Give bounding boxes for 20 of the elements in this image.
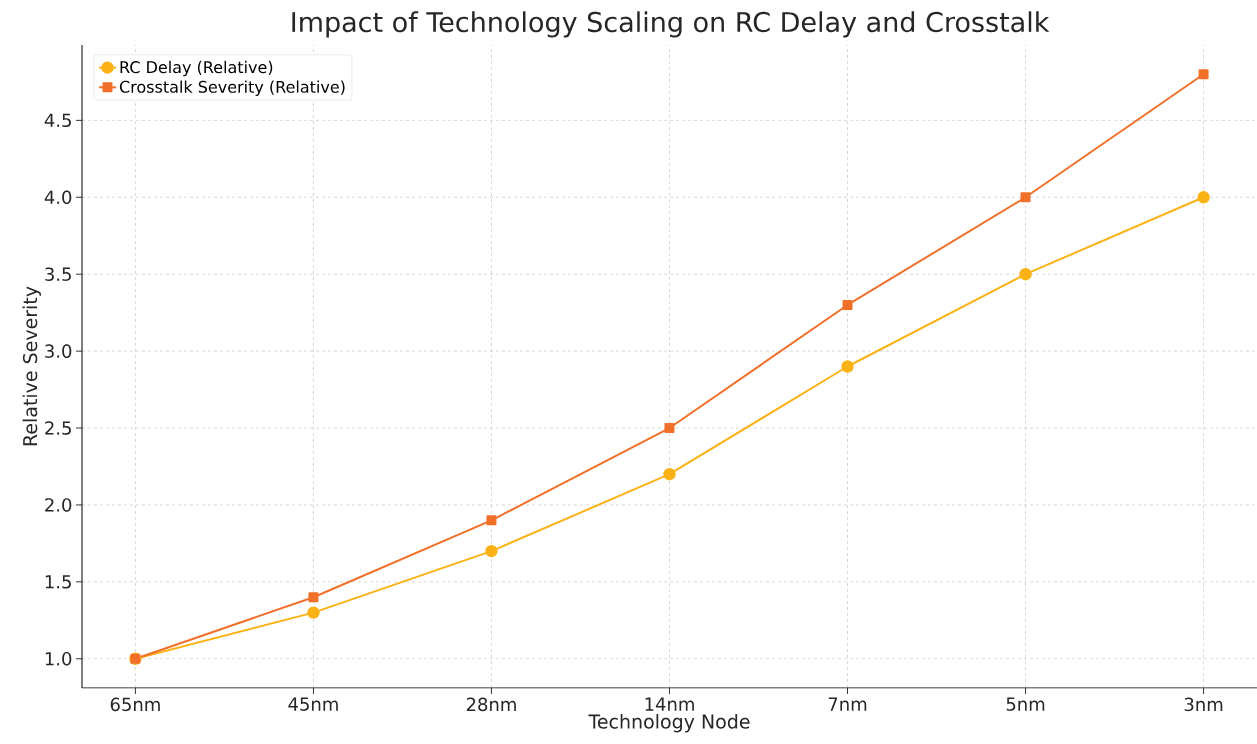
y-tick-label: 1.5 <box>45 575 71 589</box>
x-tick-label: 5nm <box>1006 697 1045 711</box>
chart-title: Impact of Technology Scaling on RC Delay and Crosstalk <box>292 11 1050 38</box>
x-tick-label: 14nm <box>645 697 694 711</box>
y-tick-label: 2.5 <box>45 421 71 435</box>
y-tick-label: 4.5 <box>44 113 71 128</box>
x-tick-label: 28nm <box>466 697 516 712</box>
x-tick-label: 65nm <box>110 697 160 712</box>
y-axis-title: Relative Severity <box>22 286 41 446</box>
y-tick-label: 1.0 <box>45 651 72 666</box>
x-tick-label: 45nm <box>288 697 338 711</box>
x-tick-label: 7nm <box>828 697 867 711</box>
x-axis-title: Technology Node <box>588 714 750 733</box>
y-tick-label: 3.5 <box>45 267 71 281</box>
y-tick-label: 3.0 <box>45 344 72 358</box>
legend-label: Crosstalk Severity (Relative) <box>119 80 345 96</box>
x-tick-label: 3nm <box>1184 697 1223 712</box>
y-tick-label: 4.0 <box>44 190 72 205</box>
y-tick-label: 2.0 <box>45 498 72 512</box>
legend-label: RC Delay (Relative) <box>120 60 273 77</box>
